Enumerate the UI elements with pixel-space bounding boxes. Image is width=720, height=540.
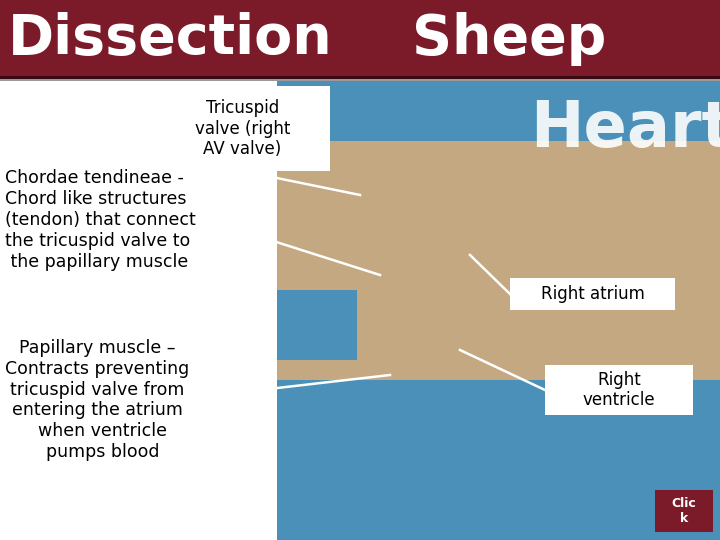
Text: Dissection: Dissection [8,12,333,66]
Bar [545,365,693,415]
Text: Right atrium: Right atrium [541,285,644,303]
Bar [0,0,720,79]
Bar [277,290,357,360]
Text: Right
ventricle: Right ventricle [582,370,655,409]
Bar [277,81,720,540]
Text: Papillary muscle –
Contracts preventing
tricuspid valve from
entering the atrium: Papillary muscle – Contracts preventing … [5,339,189,461]
Text: Sheep: Sheep [412,12,606,66]
Bar [0,76,720,79]
Bar [0,79,720,81]
Bar [510,278,675,310]
Text: Heart: Heart [530,98,720,160]
Bar [277,81,720,141]
Text: Clic
k: Clic k [672,497,696,525]
Text: Chordae tendineae -
Chord like structures
(tendon) that connect
the tricuspid va: Chordae tendineae - Chord like structure… [5,170,196,271]
Bar [0,81,277,540]
Bar [155,86,330,171]
Bar [655,490,713,532]
Bar [277,380,720,540]
Text: Tricuspid
valve (right
AV valve): Tricuspid valve (right AV valve) [195,99,290,158]
